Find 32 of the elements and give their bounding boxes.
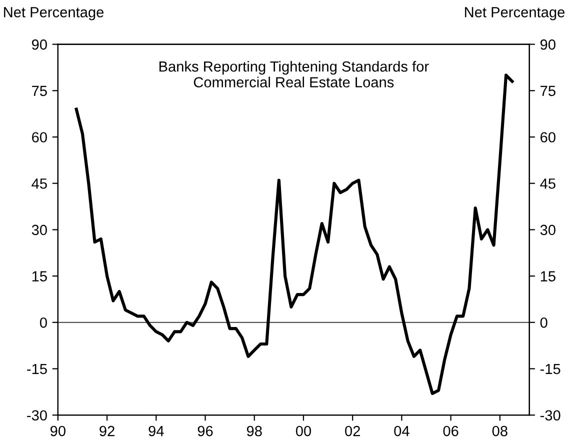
y2-tick-label: 75: [540, 86, 556, 96]
y2-tick-label: 90: [540, 39, 556, 50]
x-tick-label: 06: [443, 426, 458, 436]
y2-tick-label: 15: [540, 271, 556, 282]
x-tick-label: 94: [148, 426, 164, 436]
y-tick-label: 60: [32, 132, 47, 142]
y-tick-label: 15: [32, 271, 47, 282]
y-tick-label: 45: [32, 178, 47, 189]
x-tick-label: 98: [246, 426, 262, 436]
line-series: [74, 74, 514, 395]
y-tick-label: 75: [32, 86, 47, 96]
y-tick-label: 30: [32, 224, 47, 236]
x-tick-label: 04: [394, 426, 410, 436]
y-tick-label: 0: [40, 317, 47, 328]
x-tick-label: 08: [492, 426, 508, 436]
y2-axis-title: Net Percentage: [465, 7, 565, 20]
y2-tick-label: -30: [540, 410, 560, 421]
text: Banks Reporting Tightening Standards for Commercial Real Estate Loans: [159, 60, 429, 88]
x-tick-label: 90: [50, 426, 66, 436]
x-tick-label: 96: [198, 426, 213, 436]
y-tick-label: -15: [27, 364, 47, 374]
x-tick-label: 92: [100, 426, 114, 436]
y2-tick-label: 0: [540, 317, 548, 328]
y-tick-label: 90: [32, 39, 47, 50]
y-axis-title: Net Percentage: [4, 7, 104, 20]
y-tick-label: -30: [27, 410, 47, 421]
x-tick-label: 00: [296, 426, 312, 436]
y2-tick-label: -15: [540, 364, 560, 374]
y2-tick-label: 45: [540, 178, 556, 189]
x-tick-label: 02: [345, 426, 360, 436]
y2-tick-label: 30: [540, 224, 556, 236]
y2-tick-label: 60: [540, 132, 556, 142]
